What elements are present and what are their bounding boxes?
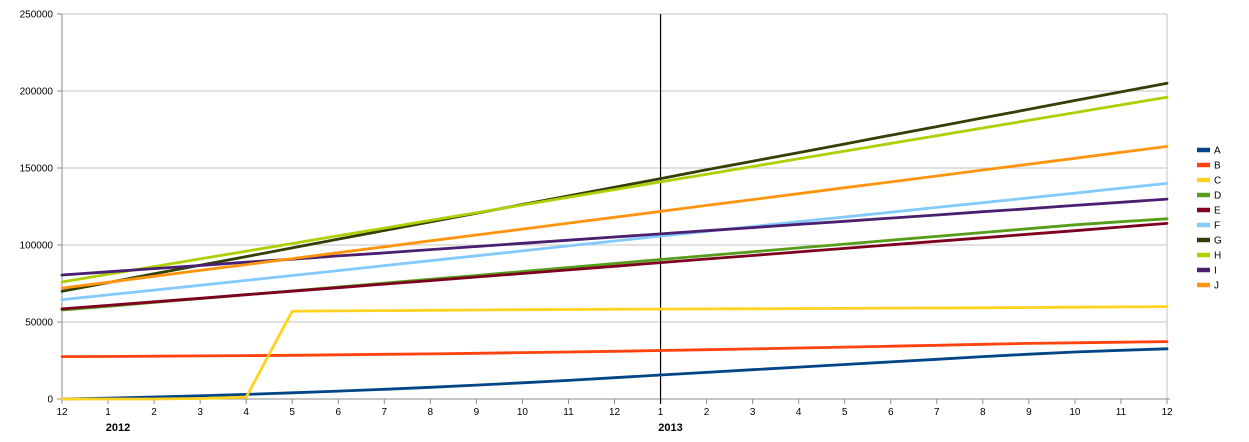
legend-item-E: E — [1197, 206, 1221, 217]
x-tick-label: 8 — [428, 407, 434, 418]
gridlines — [62, 13, 1168, 399]
x-tick-label: 9 — [1026, 407, 1032, 418]
y-axis-label: 200000 — [20, 87, 54, 98]
x-tick-label: 4 — [243, 407, 249, 418]
x-tick-label: 6 — [335, 407, 341, 418]
legend-label: A — [1214, 146, 1221, 157]
x-tick-label: 12 — [609, 407, 621, 418]
year-label: 2013 — [658, 422, 682, 434]
x-tick-label: 3 — [750, 407, 756, 418]
x-tick-label: 1 — [105, 407, 111, 418]
x-tick-label: 4 — [796, 407, 802, 418]
legend-label: J — [1214, 281, 1219, 292]
legend-item-A: A — [1197, 146, 1221, 157]
legend-label: E — [1214, 206, 1221, 217]
y-axis-label: 250000 — [20, 10, 54, 21]
x-tick-label: 9 — [474, 407, 480, 418]
series-line-B — [60, 340, 1169, 359]
legend-label: I — [1214, 266, 1217, 277]
x-tick-label: 12 — [56, 407, 68, 418]
axes — [57, 13, 1170, 404]
year-label: 2012 — [106, 422, 130, 434]
legend-item-B: B — [1197, 161, 1221, 172]
x-tick-label: 2 — [151, 407, 157, 418]
legend-label: F — [1214, 221, 1220, 232]
x-tick-label: 8 — [980, 407, 986, 418]
y-axis-label: 100000 — [20, 241, 54, 252]
legend-item-I: I — [1197, 266, 1217, 277]
legend-label: B — [1214, 161, 1221, 172]
legend-label: C — [1214, 176, 1221, 187]
x-tick-label: 10 — [1069, 407, 1081, 418]
x-tick-label: 12 — [1161, 407, 1173, 418]
series-line-F — [60, 181, 1169, 302]
x-tick-label: 11 — [1116, 407, 1127, 418]
x-tick-label: 6 — [888, 407, 894, 418]
x-tick-label: 5 — [289, 407, 295, 418]
x-tick-label: 10 — [517, 407, 529, 418]
legend-label: H — [1214, 251, 1221, 262]
series-line-H — [60, 95, 1169, 284]
legend-item-J: J — [1197, 281, 1219, 292]
y-axis-label: 150000 — [20, 164, 54, 175]
y-axis-label: 0 — [47, 395, 53, 406]
x-tick-label: 2 — [704, 407, 710, 418]
x-tick-label: 7 — [934, 407, 940, 418]
legend-item-G: G — [1197, 236, 1222, 247]
legend-item-D: D — [1197, 191, 1221, 202]
x-tick-label: 11 — [563, 407, 574, 418]
legend-label: D — [1214, 191, 1221, 202]
x-tick-label: 7 — [382, 407, 388, 418]
series-line-C — [60, 305, 1169, 401]
series-line-G — [60, 81, 1169, 293]
y-axis-label: 50000 — [25, 318, 53, 329]
legend-item-F: F — [1197, 221, 1220, 232]
legend-item-H: H — [1197, 251, 1221, 262]
x-tick-label: 3 — [197, 407, 203, 418]
series-line-J — [60, 144, 1169, 290]
legend-item-C: C — [1197, 176, 1221, 187]
x-tick-label: 1 — [658, 407, 664, 418]
series-lines — [60, 81, 1169, 401]
legend-label: G — [1214, 236, 1222, 247]
y-axis-labels: 0 50000 100000 150000 200000 250000 — [20, 10, 54, 406]
series-line-E — [60, 221, 1169, 311]
series-line-I — [60, 197, 1169, 277]
x-tick-label: 5 — [842, 407, 848, 418]
